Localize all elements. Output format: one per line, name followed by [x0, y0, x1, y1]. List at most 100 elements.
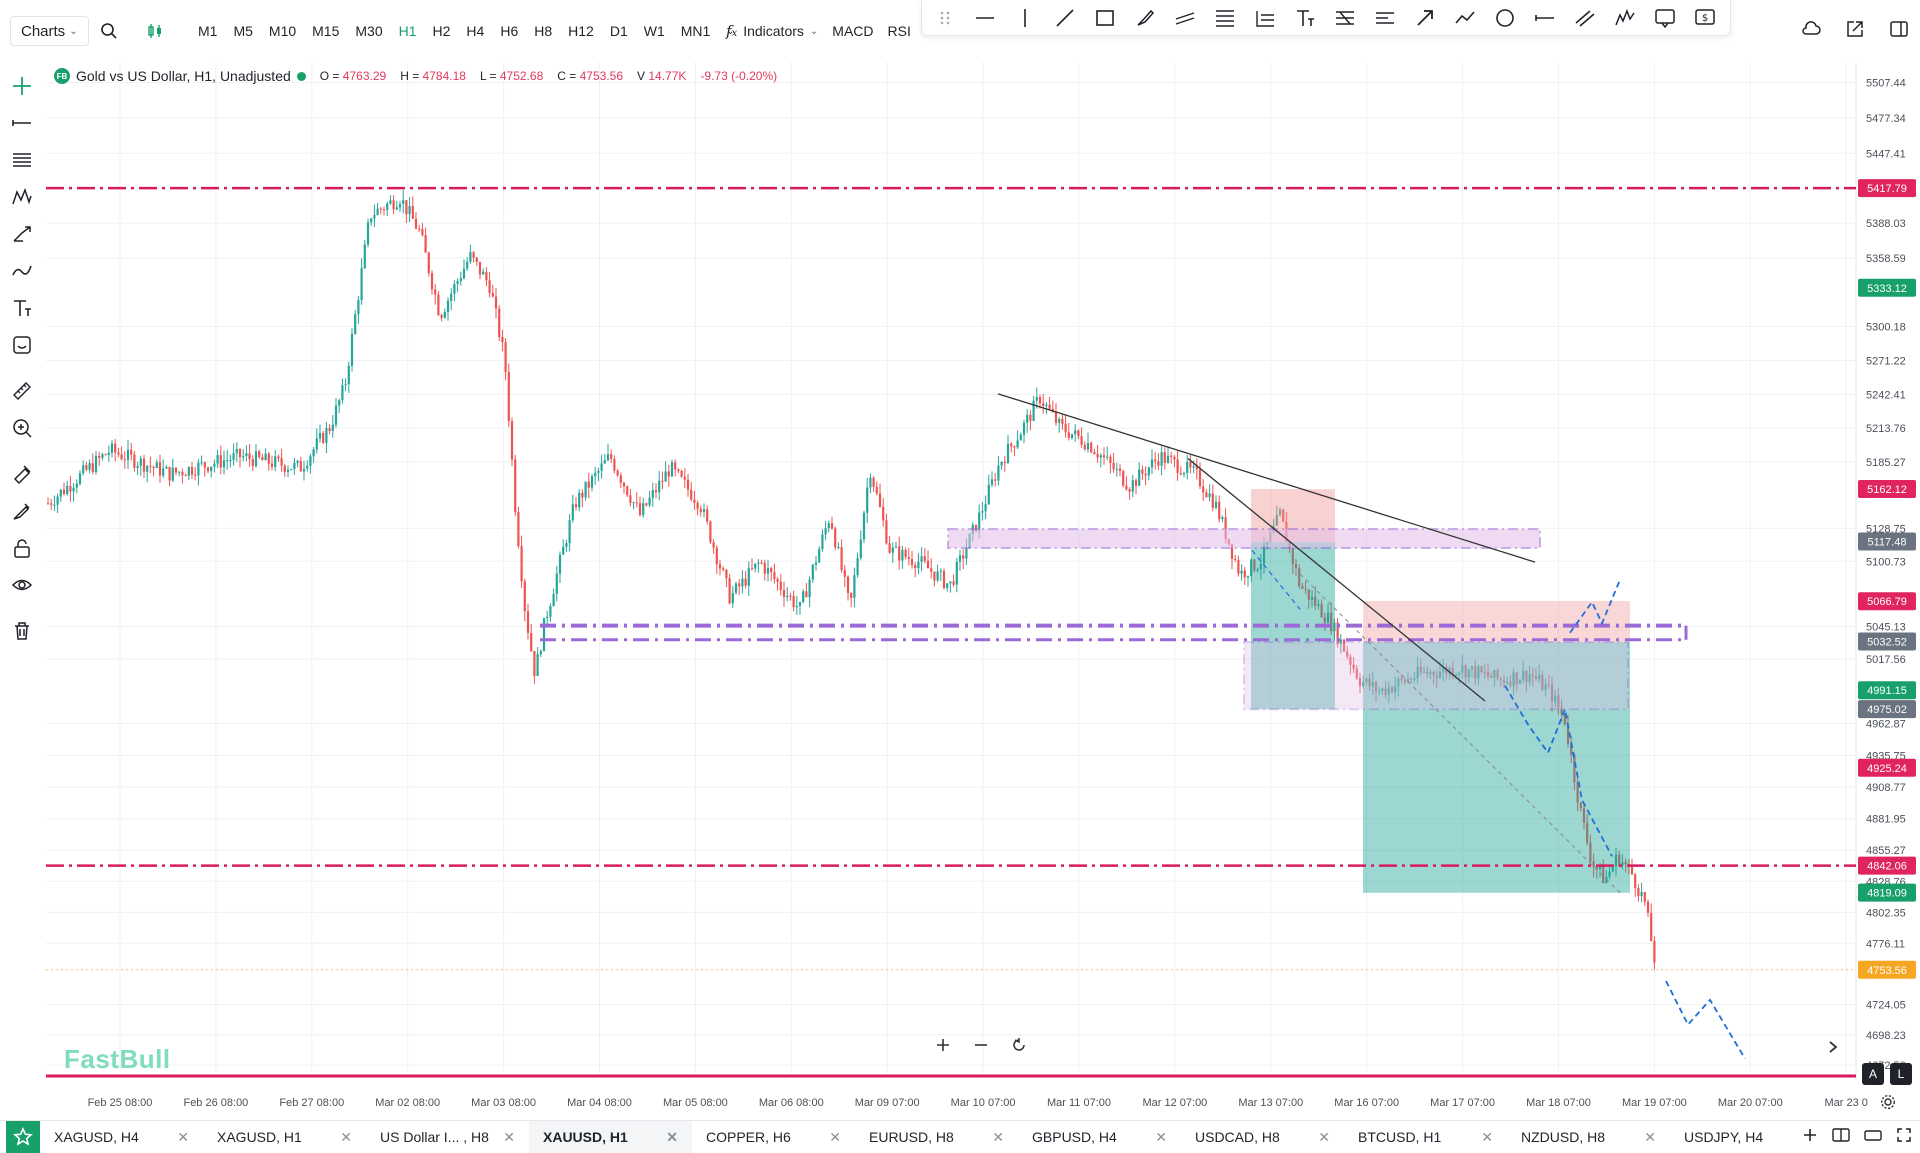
zoom-in-icon[interactable]	[6, 412, 38, 444]
note-icon[interactable]	[1650, 3, 1680, 33]
drag-handle-icon[interactable]	[930, 3, 960, 33]
timeframe-w1[interactable]: W1	[643, 23, 665, 39]
brush-icon[interactable]	[1130, 3, 1160, 33]
timeframe-m15[interactable]: M15	[312, 23, 340, 39]
timeframe-m1[interactable]: M1	[198, 23, 218, 39]
timeframe-m5[interactable]: M5	[233, 23, 253, 39]
arrow-icon[interactable]	[1410, 3, 1440, 33]
close-tab-icon[interactable]: ✕	[829, 1128, 841, 1145]
close-tab-icon[interactable]: ✕	[1481, 1128, 1493, 1145]
timeframe-h12[interactable]: H12	[568, 23, 594, 39]
search-button[interactable]	[94, 16, 124, 46]
indicator-rsi[interactable]: RSI	[887, 23, 911, 39]
reset-chart-button[interactable]	[1006, 1032, 1032, 1058]
log-scale-button[interactable]: L	[1890, 1063, 1912, 1085]
magnet-icon[interactable]	[6, 458, 38, 490]
timeframe-h8[interactable]: H8	[534, 23, 553, 39]
trash-icon[interactable]	[6, 615, 38, 647]
tab-item[interactable]: BTCUSD, H1 ✕	[1344, 1121, 1507, 1153]
charts-label: Charts	[21, 22, 66, 40]
candle-body	[146, 465, 149, 472]
favorites-button[interactable]	[6, 1120, 40, 1153]
tab-item[interactable]: XAGUSD, H4 ✕	[40, 1121, 203, 1153]
circle-icon[interactable]	[1490, 3, 1520, 33]
candle-body	[613, 459, 616, 471]
timeframe-h6[interactable]: H6	[500, 23, 519, 39]
close-tab-icon[interactable]: ✕	[1318, 1128, 1330, 1145]
timeframe-h4[interactable]: H4	[466, 23, 485, 39]
fullscreen-icon[interactable]	[1896, 1127, 1912, 1148]
share-icon[interactable]	[1842, 16, 1868, 42]
close-tab-icon[interactable]: ✕	[1155, 1128, 1167, 1145]
polyline-icon[interactable]	[1450, 3, 1480, 33]
pattern-tool-icon[interactable]	[6, 181, 38, 213]
vertical-line-icon[interactable]	[1010, 3, 1040, 33]
projection-tool-icon[interactable]	[6, 218, 38, 250]
candle-body	[882, 506, 885, 521]
timeframe-m30[interactable]: M30	[355, 23, 383, 39]
eye-icon[interactable]	[6, 569, 38, 601]
double-line-icon[interactable]	[1570, 3, 1600, 33]
more-timeframes-icon[interactable]: ⌄	[726, 25, 735, 37]
timeframe-h1[interactable]: H1	[398, 23, 417, 39]
tab-item[interactable]: USDCAD, H8 ✕	[1181, 1121, 1344, 1153]
charts-menu-button[interactable]: Charts ⌄	[10, 16, 89, 46]
tab-item[interactable]: NZDUSD, H8 ✕	[1507, 1121, 1670, 1153]
tab-item[interactable]: COPPER, H6 ✕	[692, 1121, 855, 1153]
trend-line-icon[interactable]	[1050, 3, 1080, 33]
scroll-to-latest-button[interactable]	[1820, 1034, 1846, 1060]
close-tab-icon[interactable]: ✕	[177, 1128, 189, 1145]
tab-item[interactable]: EURUSD, H8 ✕	[855, 1121, 1018, 1153]
timeframe-mn1[interactable]: MN1	[680, 23, 711, 39]
ruler-icon[interactable]	[6, 375, 38, 407]
tab-item[interactable]: US Dollar I... , H8 ✕	[366, 1121, 529, 1153]
zoom-out-button[interactable]	[968, 1032, 994, 1058]
close-tab-icon[interactable]: ✕	[1644, 1128, 1656, 1145]
tab-item[interactable]: USDJPY, H4	[1670, 1121, 1833, 1153]
close-tab-icon[interactable]: ✕	[340, 1128, 352, 1145]
text-tool-icon[interactable]	[6, 292, 38, 324]
emoji-icon[interactable]	[6, 329, 38, 361]
line-tool-icon[interactable]	[6, 107, 38, 139]
indicators-button[interactable]: fx Indicators ⌄	[726, 22, 818, 40]
minimize-icon[interactable]	[1864, 1127, 1882, 1148]
auto-scale-button[interactable]: A	[1862, 1063, 1884, 1085]
candle-body	[1134, 480, 1138, 486]
gann-icon[interactable]	[1330, 3, 1360, 33]
close-tab-icon[interactable]: ✕	[992, 1128, 1004, 1145]
chart-type-button[interactable]	[140, 16, 170, 46]
ray-icon[interactable]	[1530, 3, 1560, 33]
close-tab-icon[interactable]: ✕	[666, 1128, 678, 1145]
pitchfork-icon[interactable]	[1370, 3, 1400, 33]
elliott-wave-icon[interactable]	[1610, 3, 1640, 33]
parallel-channel-icon[interactable]	[1170, 3, 1200, 33]
tab-item[interactable]: XAUUSD, H1 ✕	[529, 1120, 692, 1153]
indicator-macd[interactable]: MACD	[832, 23, 874, 39]
fib-extension-icon[interactable]	[1250, 3, 1280, 33]
chart-settings-button[interactable]	[1880, 1094, 1896, 1115]
timeframe-d1[interactable]: D1	[609, 23, 628, 39]
price-note-icon[interactable]: $	[1690, 3, 1720, 33]
layout-icon[interactable]	[1832, 1127, 1850, 1148]
candle-body	[91, 463, 94, 472]
horizontal-line-icon[interactable]	[970, 3, 1000, 33]
add-tab-icon[interactable]	[1802, 1127, 1818, 1148]
timeframe-h2[interactable]: H2	[432, 23, 451, 39]
text-tool-icon[interactable]	[1290, 3, 1320, 33]
tab-item[interactable]: GBPUSD, H4 ✕	[1018, 1121, 1181, 1153]
zoom-in-button[interactable]	[930, 1032, 956, 1058]
fib-retracement-icon[interactable]	[1210, 3, 1240, 33]
lock-icon[interactable]	[6, 532, 38, 564]
timeframe-m10[interactable]: M10	[268, 23, 297, 39]
fib-tool-icon[interactable]	[6, 144, 38, 176]
cloud-icon[interactable]	[1798, 16, 1824, 42]
keep-drawing-icon[interactable]	[6, 495, 38, 527]
symbol-title[interactable]: Gold vs US Dollar, H1, Unadjusted	[76, 68, 291, 84]
price-chart[interactable]: 5507.44 5477.34 5447.41 5388.03 5358.59 5300.…	[0, 0, 1920, 1120]
close-tab-icon[interactable]: ✕	[503, 1128, 515, 1145]
panel-toggle-icon[interactable]	[1886, 16, 1912, 42]
tab-item[interactable]: XAGUSD, H1 ✕	[203, 1121, 366, 1153]
brush-tool-icon[interactable]	[6, 255, 38, 287]
crosshair-icon[interactable]	[6, 70, 38, 102]
rectangle-icon[interactable]	[1090, 3, 1120, 33]
